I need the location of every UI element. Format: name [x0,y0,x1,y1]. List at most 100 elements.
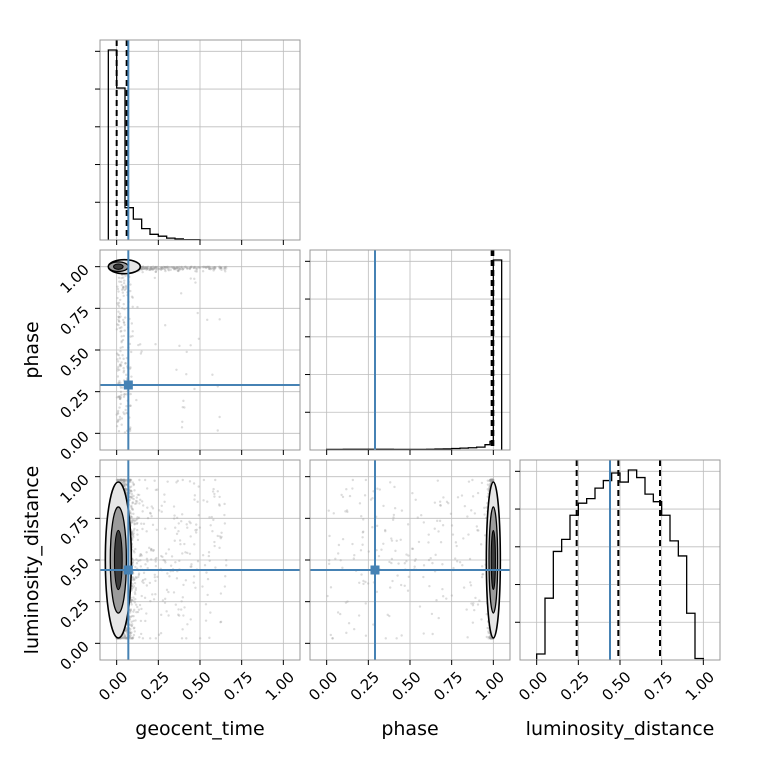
sample-point [389,481,392,484]
sample-point [418,605,422,608]
sample-point [151,593,154,596]
sample-point [149,265,153,269]
sample-point [214,566,217,569]
sample-point [213,265,216,269]
sample-point [116,302,119,305]
sample-point [120,276,123,280]
sample-point [173,514,176,517]
sample-point [225,558,228,562]
sample-point [185,350,188,354]
sample-point [201,554,205,557]
sample-point [445,597,448,600]
sample-point [186,623,189,626]
sample-point [135,558,138,561]
sample-point [146,267,149,270]
sample-point [156,488,159,491]
sample-point [122,366,125,370]
sample-point [189,521,192,525]
sample-point [145,612,148,615]
sample-point [378,488,382,491]
sample-point [347,622,351,625]
sample-point [181,405,184,409]
sample-point [118,379,121,383]
sample-point [162,265,165,269]
sample-point [165,266,169,269]
sample-point [122,286,125,289]
sample-point [155,267,158,270]
sample-point [148,546,151,550]
sample-point [118,406,121,409]
sample-point [144,619,147,623]
sample-point [136,305,139,309]
sample-point [149,558,153,561]
sample-point [117,310,120,313]
sample-point [166,572,169,575]
scatter-points [115,265,228,434]
sample-point [123,392,126,396]
sample-point [133,630,136,633]
sample-point [388,586,392,589]
sample-point [186,551,189,555]
sample-point [140,607,143,611]
sample-point [188,552,192,556]
sample-point [211,530,214,533]
sample-point [152,548,155,552]
sample-point [125,393,128,396]
sample-point [188,266,192,270]
sample-point [177,608,180,611]
sample-point [122,334,126,338]
sample-point [144,577,147,581]
sample-point [204,603,208,606]
sample-point [208,516,211,519]
sample-point [149,266,152,269]
sample-point [139,619,143,623]
sample-point [164,552,168,555]
sample-point [135,576,138,580]
sample-point [117,315,120,319]
sample-point [219,266,223,270]
sample-point [178,266,181,270]
sample-point [118,363,122,367]
sample-point [154,564,158,568]
sample-point [218,535,222,538]
sample-point [176,266,179,270]
sample-point [122,369,126,372]
sample-point [137,343,140,347]
sample-point [206,318,209,322]
sample-point [177,267,180,270]
sample-point [175,577,179,580]
sample-point [117,305,121,308]
sample-point [154,270,157,273]
sample-point [116,369,119,372]
sample-point [478,599,481,602]
sample-point [216,429,219,432]
sample-point [179,267,182,271]
sample-point [134,619,137,622]
sample-point [116,358,119,361]
sample-point [188,267,191,270]
sample-point [163,493,166,496]
marks-layer [100,40,704,660]
contour-core [113,263,124,270]
sample-point [169,268,172,272]
sample-point [116,420,119,424]
sample-point [175,532,179,536]
sample-point [167,548,171,551]
sample-point [380,548,383,551]
sample-point [117,395,120,398]
sample-point [167,590,170,594]
sample-point [390,539,394,542]
sample-point [160,554,163,558]
sample-point [160,504,163,508]
sample-point [131,330,134,333]
sample-point [120,335,123,338]
sample-point [122,357,125,361]
sample-point [192,266,196,269]
sample-point [207,551,211,554]
sample-point [185,637,188,640]
sample-point [154,267,157,270]
sample-point [202,478,206,482]
sample-point [119,386,123,389]
sample-point [141,527,144,531]
sample-point [427,558,431,562]
